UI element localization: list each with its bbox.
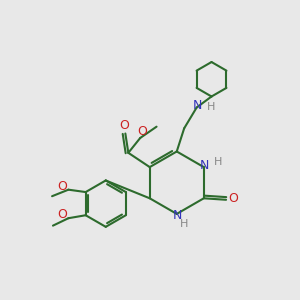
Text: N: N [193,99,202,112]
Text: O: O [58,180,68,193]
Text: H: H [214,157,222,167]
Text: O: O [58,208,68,221]
Text: O: O [119,119,129,132]
Text: H: H [180,219,188,229]
Text: O: O [137,125,147,138]
Text: O: O [228,192,238,205]
Text: N: N [200,159,209,172]
Text: H: H [207,102,216,112]
Text: N: N [173,208,182,222]
